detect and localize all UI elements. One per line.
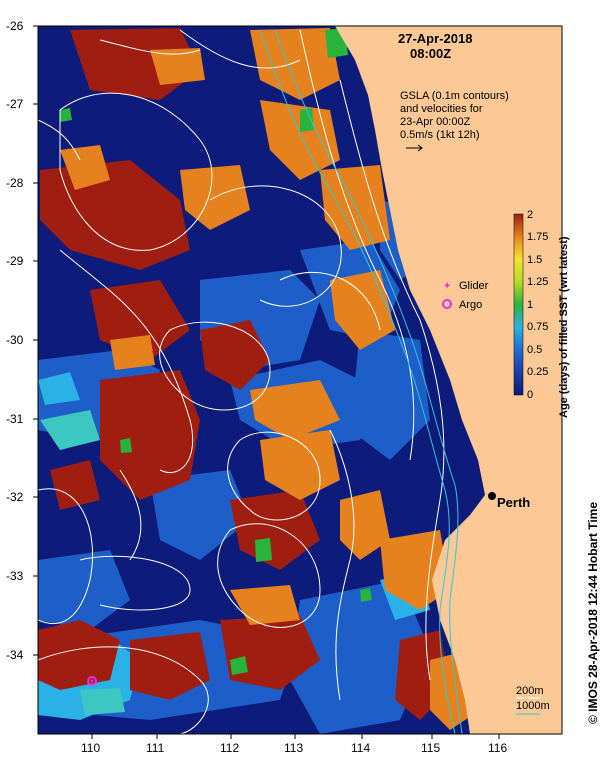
x-tick-label: 111 <box>146 741 165 755</box>
x-tick-label: 113 <box>284 741 303 755</box>
colorbar-tick-label: 2 <box>527 209 533 221</box>
colorbar-gradient <box>513 213 524 396</box>
argo-marker-icon <box>442 299 452 309</box>
info-line-3: 23-Apr 00:00Z <box>400 116 471 128</box>
colorbar-title: Age (days) of filled SST (wrt latest) <box>558 236 570 418</box>
bathymetry-contours <box>259 29 463 734</box>
perth-label: Perth <box>497 495 530 510</box>
x-tick-label: 114 <box>351 741 370 755</box>
y-tick-label: -30 <box>6 333 24 347</box>
x-tick-label: 112 <box>220 741 239 755</box>
perth-dot-icon <box>488 492 496 500</box>
y-tick-label: -34 <box>6 648 24 662</box>
colorbar-tick-label: 1.25 <box>527 276 548 288</box>
argo-legend-label: Argo <box>459 299 482 311</box>
colorbar-tick-label: 1.5 <box>527 254 542 266</box>
land-western-australia <box>335 26 562 734</box>
colorbar-tick-label: 0.75 <box>527 321 548 333</box>
colorbar-tick-label: 0 <box>527 389 533 401</box>
x-tick-label: 116 <box>488 741 507 755</box>
y-tick-label: -28 <box>6 176 24 190</box>
info-line-4: 0.5m/s (1kt 12h) <box>400 129 479 141</box>
glider-legend-label: Glider <box>459 280 489 292</box>
info-line-1: GSLA (0.1m contours) <box>400 90 509 102</box>
glider-marker-icon: ✦ <box>443 281 451 292</box>
info-line-2: and velocities for <box>400 103 483 115</box>
y-axis: -26 -27 -28 -29 -30 -31 -32 -33 -34 <box>6 19 38 662</box>
colorbar-tick-label: 0.5 <box>527 344 542 356</box>
argo-float-marker <box>87 676 97 686</box>
plot-frame <box>37 25 563 735</box>
y-tick-label: -27 <box>6 97 24 111</box>
x-tick-label: 110 <box>81 741 100 755</box>
colorbar-tick-label: 1 <box>527 299 533 311</box>
x-tick-label: 115 <box>421 741 440 755</box>
colorbar: 2 1.75 1.5 1.25 1 0.75 0.5 0.25 0 Age (d… <box>513 209 570 418</box>
colorbar-tick-label: 0.25 <box>527 366 548 378</box>
y-tick-label: -26 <box>6 19 24 33</box>
velocity-scale-arrow-icon <box>406 144 423 152</box>
y-tick-label: -29 <box>6 254 24 268</box>
y-tick-label: -33 <box>6 569 24 583</box>
gsla-contours <box>38 29 445 734</box>
depth-1000-label: 1000m <box>516 700 550 712</box>
y-tick-label: -32 <box>6 490 24 504</box>
depth-200-label: 200m <box>516 685 544 697</box>
plot-area: Perth 27-Apr-2018 08:00Z GSLA (0.1m cont… <box>38 26 562 734</box>
x-axis: 110 111 112 113 114 115 116 <box>81 734 507 755</box>
y-tick-label: -31 <box>6 412 24 426</box>
imos-credit: © IMOS 28-Apr-2018 12:44 Hobart Time <box>586 502 600 724</box>
colorbar-tick-label: 1.75 <box>527 231 548 243</box>
map-date: 27-Apr-2018 <box>398 31 472 46</box>
map-time: 08:00Z <box>410 46 451 61</box>
